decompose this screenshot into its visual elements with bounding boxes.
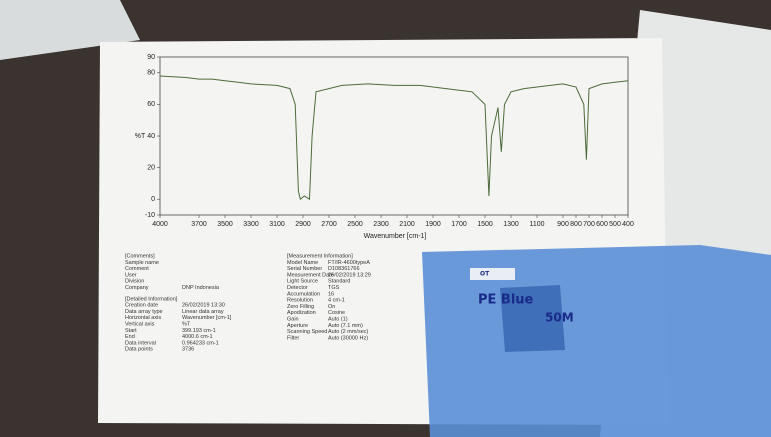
y-tick-label: 60: [147, 101, 155, 108]
x-tick-label: 2900: [295, 221, 311, 228]
info-label: Apodization: [287, 310, 316, 316]
info-label: Zero Filling: [287, 304, 314, 310]
info-value: 4 cm-1: [328, 298, 345, 304]
x-tick-label: 800: [570, 221, 582, 228]
info-value: Wavenumber [cm-1]: [182, 315, 232, 321]
y-axis-label: %T: [135, 133, 146, 140]
x-tick-label: 1100: [529, 221, 544, 228]
info-label: Serial Number: [287, 266, 322, 272]
info-label: Measurement Date: [287, 272, 334, 278]
y-tick-label: 80: [147, 70, 155, 77]
info-value: Auto (1): [328, 316, 348, 322]
info-value: DNP Indonesia: [182, 285, 220, 291]
info-label: Company: [125, 285, 149, 291]
x-tick-label: 1300: [503, 221, 519, 228]
info-value: Standard: [328, 279, 350, 285]
info-label: Gain: [287, 316, 299, 322]
info-value: 16: [328, 291, 334, 297]
info-label: Model Name: [287, 260, 318, 266]
y-tick-label: 20: [147, 164, 155, 171]
info-value: 26/02/2019 13:29: [328, 272, 371, 278]
info-value: Auto (2 mm/sec): [328, 329, 369, 335]
info-label: Filter: [287, 335, 299, 341]
x-tick-label: 2500: [347, 221, 363, 228]
info-value: %T: [182, 321, 191, 327]
x-tick-label: 4000: [152, 221, 168, 228]
tag-sticker: [470, 268, 515, 280]
y-tick-label: 90: [147, 54, 155, 61]
y-tick-label: 40: [147, 133, 155, 140]
x-tick-label: 2300: [373, 221, 389, 228]
info-label: User: [125, 272, 137, 278]
x-tick-label: 2100: [399, 221, 415, 228]
info-value: Auto (7.1 mm): [328, 323, 363, 329]
x-tick-label: 2700: [321, 221, 337, 228]
info-value: 399.193 cm-1: [182, 328, 216, 334]
y-tick-label: -10: [145, 212, 155, 219]
info-label: Comment: [125, 266, 149, 272]
x-tick-label: 3300: [243, 221, 259, 228]
info-label: Vertical axis: [125, 321, 155, 327]
photo: %T Wavenumber [cm-1] -10 0 20 40 60 80 90 4000 3…: [0, 0, 771, 437]
handwritten-sample: PE Blue: [478, 293, 534, 308]
info-label: Sample name: [125, 260, 159, 266]
x-tick-label: 500: [609, 221, 621, 228]
info-value: 3736: [182, 347, 194, 353]
info-label: Creation date: [125, 303, 158, 309]
x-tick-label: 1700: [451, 221, 467, 228]
info-label: Horizontal axis: [125, 315, 161, 321]
x-tick-label: 3500: [217, 221, 233, 228]
info-label: End: [125, 334, 135, 340]
info-value: Cosine: [328, 310, 345, 316]
info-label: Start: [125, 328, 137, 334]
info-label: Detector: [287, 285, 308, 291]
info-label: Division: [125, 279, 144, 285]
info-value: 0.964233 cm-1: [182, 340, 219, 346]
info-value: On: [328, 304, 335, 310]
info-value: TGS: [328, 285, 340, 291]
info-label: [Comments]: [125, 253, 155, 259]
info-value: 26/02/2019 13:30: [182, 303, 225, 309]
info-label: [Detailed Information]: [125, 296, 178, 302]
x-tick-label: 900: [557, 221, 569, 228]
info-label: Light Source: [287, 279, 318, 285]
x-tick-label: 3100: [269, 221, 285, 228]
x-tick-label: 600: [596, 221, 608, 228]
y-tick-label: 0: [151, 196, 155, 203]
x-tick-label: 3700: [191, 221, 207, 228]
info-value: Linear data array: [182, 309, 224, 315]
x-tick-label: 400: [622, 221, 634, 228]
x-tick-label: 700: [583, 221, 595, 228]
info-label: Data array type: [125, 309, 163, 315]
info-value: D108361766: [328, 266, 360, 272]
info-value: FT/IR-4600typeA: [328, 260, 370, 266]
x-axis-label: Wavenumber [cm-1]: [364, 233, 427, 240]
x-tick-label: 1500: [477, 221, 493, 228]
x-tick-label: 1900: [425, 221, 441, 228]
info-label: Data points: [125, 347, 153, 353]
info-label: Resolution: [287, 298, 313, 304]
info-label: [Measurement Information]: [287, 253, 353, 259]
info-label: Accumulation: [287, 291, 320, 297]
info-value: Auto (30000 Hz): [328, 335, 368, 341]
info-label: Scanning Speed: [287, 329, 327, 335]
tag-text: OT: [480, 271, 490, 278]
info-label: Data interval: [125, 340, 156, 346]
handwritten-thickness: 50M: [545, 311, 574, 325]
info-label: Aperture: [287, 323, 308, 329]
info-value: 4000.6 cm-1: [182, 334, 213, 340]
